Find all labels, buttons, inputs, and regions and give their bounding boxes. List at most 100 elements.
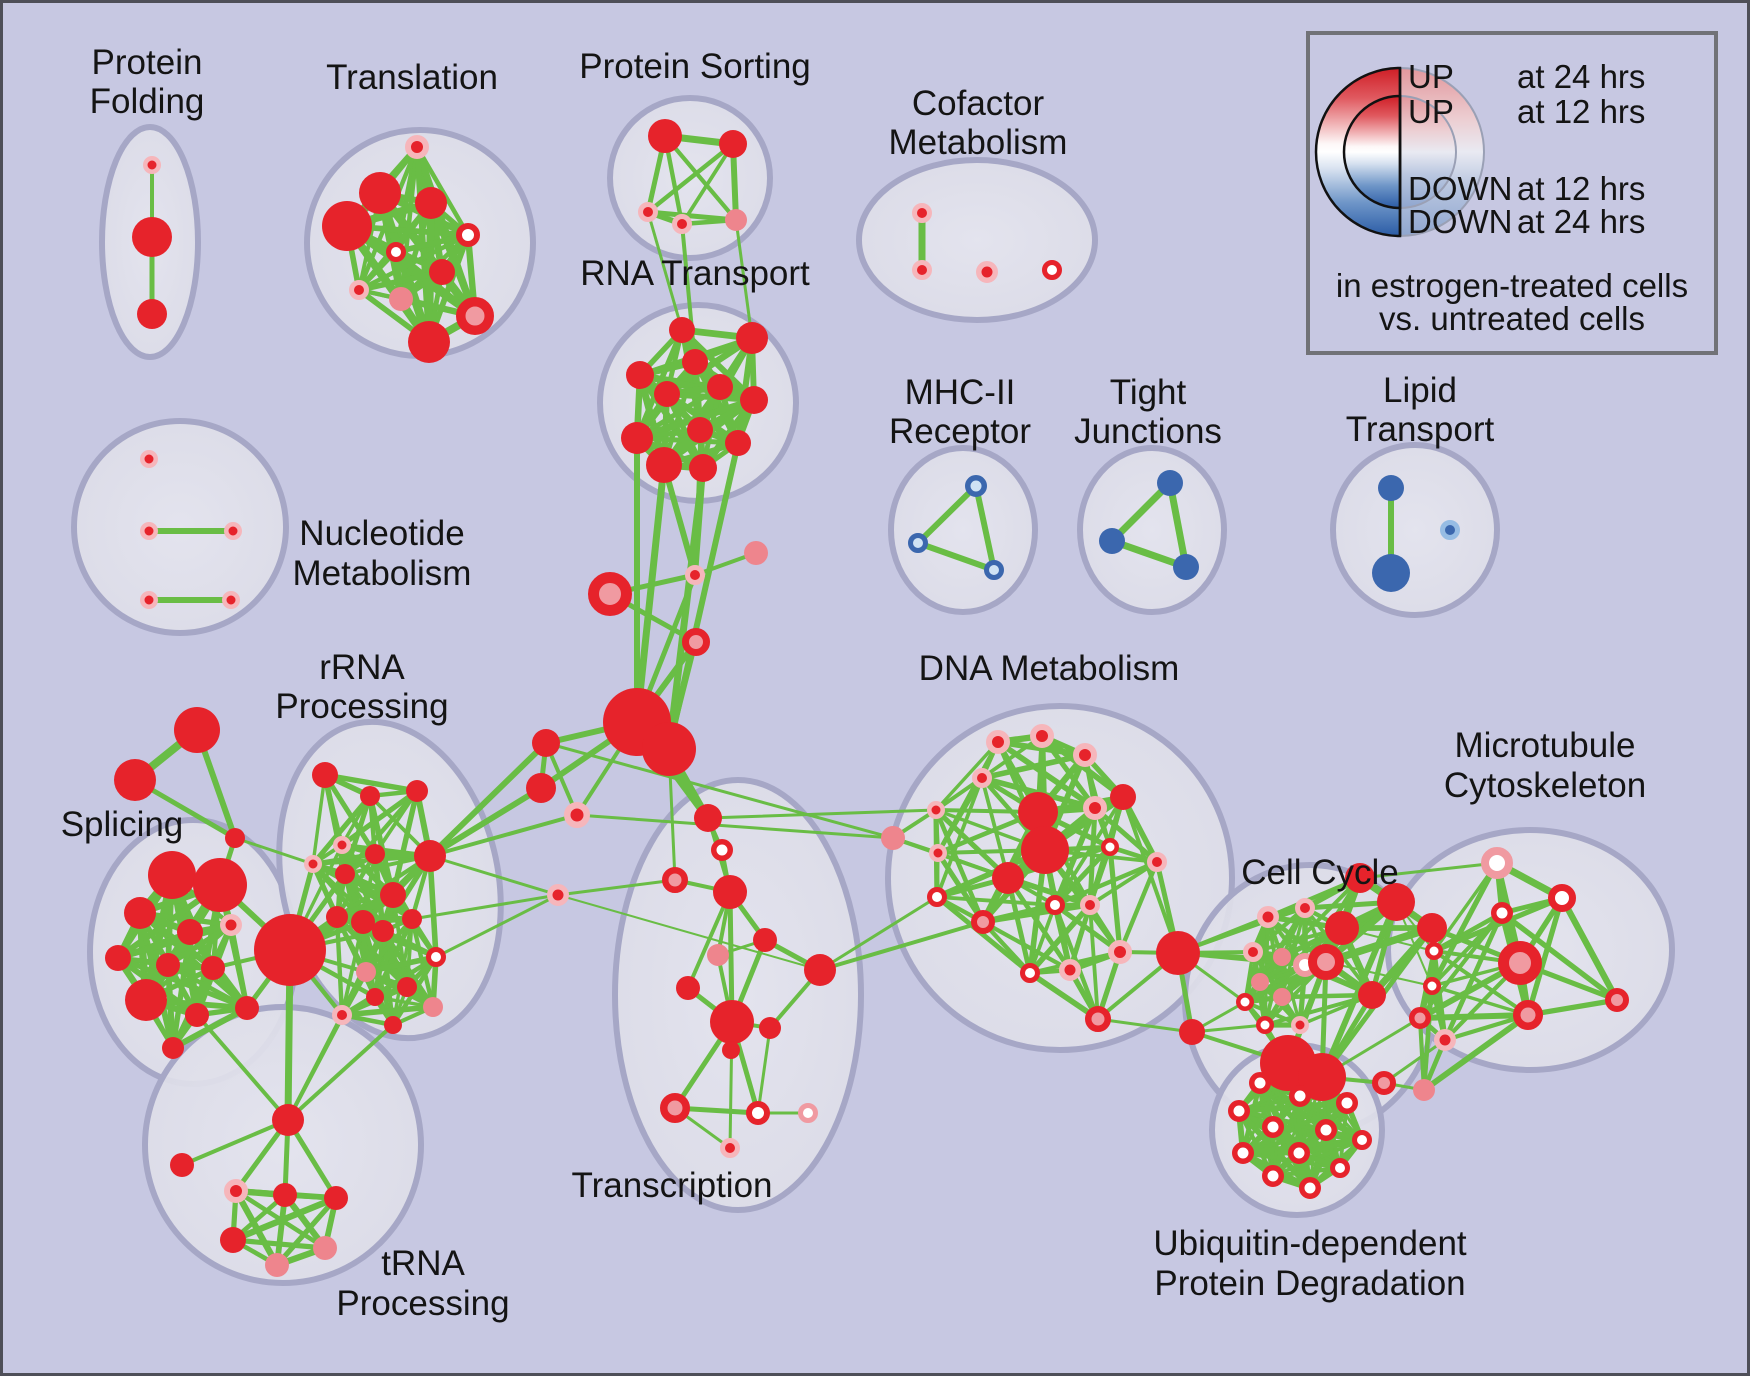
node-cc14[interactable]: [1308, 944, 1344, 980]
node-dm20[interactable]: [1059, 959, 1081, 981]
node-mh2[interactable]: [908, 533, 928, 553]
node-cc20[interactable]: [1298, 1053, 1346, 1101]
node-ub11[interactable]: [1262, 1165, 1284, 1187]
node-mh3[interactable]: [984, 560, 1004, 580]
node-rt8[interactable]: [621, 422, 653, 454]
node-rr15[interactable]: [426, 947, 446, 967]
node-tc3[interactable]: [662, 867, 688, 893]
node-rt6[interactable]: [707, 374, 733, 400]
node-rt9[interactable]: [687, 417, 713, 443]
node-pf3[interactable]: [137, 299, 167, 329]
node-lp2[interactable]: [1372, 554, 1410, 592]
node-ft1[interactable]: [174, 707, 220, 753]
node-tl3[interactable]: [322, 201, 372, 251]
node-tb4[interactable]: [220, 1227, 246, 1253]
node-dm14[interactable]: [1147, 852, 1167, 872]
node-dm8[interactable]: [1018, 792, 1058, 832]
node-dm10[interactable]: [992, 862, 1024, 894]
node-tc13[interactable]: [660, 1093, 690, 1123]
node-pk1[interactable]: [1372, 1071, 1396, 1095]
node-mc3[interactable]: [1491, 902, 1513, 924]
node-mc1[interactable]: [1481, 847, 1513, 879]
node-dm9[interactable]: [1021, 826, 1069, 874]
node-tc8[interactable]: [676, 976, 700, 1000]
node-rr19[interactable]: [332, 1005, 352, 1025]
node-cc3[interactable]: [1257, 906, 1279, 928]
node-dm12[interactable]: [1101, 838, 1119, 856]
node-rt1[interactable]: [669, 317, 695, 343]
node-cc2[interactable]: [1179, 1019, 1205, 1045]
node-cf3[interactable]: [976, 261, 998, 283]
node-hb2[interactable]: [642, 722, 696, 776]
node-rr13[interactable]: [402, 909, 422, 929]
node-mc7[interactable]: [1409, 1007, 1431, 1029]
node-ub6[interactable]: [1315, 1119, 1337, 1141]
node-rr17[interactable]: [397, 977, 417, 997]
node-cc18[interactable]: [1358, 981, 1386, 1009]
node-lp3[interactable]: [1440, 520, 1460, 540]
node-tc16[interactable]: [720, 1138, 740, 1158]
node-tl1[interactable]: [405, 135, 429, 159]
node-sp7[interactable]: [156, 953, 180, 977]
node-nm5[interactable]: [222, 591, 240, 609]
node-mc9[interactable]: [1605, 988, 1629, 1012]
node-cc8[interactable]: [1251, 973, 1269, 991]
node-sp11[interactable]: [235, 996, 259, 1020]
node-ub10[interactable]: [1330, 1158, 1350, 1178]
node-tc12[interactable]: [722, 1041, 740, 1059]
node-sp6[interactable]: [105, 945, 131, 971]
node-dm17[interactable]: [1045, 895, 1065, 915]
node-cc6[interactable]: [1273, 948, 1291, 966]
node-ub1[interactable]: [1249, 1072, 1271, 1094]
node-tl11[interactable]: [408, 321, 450, 363]
node-rt7[interactable]: [740, 386, 768, 414]
node-pf1[interactable]: [143, 156, 161, 174]
node-md4[interactable]: [682, 628, 710, 656]
node-sp9[interactable]: [125, 979, 167, 1021]
node-rr11[interactable]: [351, 910, 375, 934]
node-rt4[interactable]: [626, 361, 654, 389]
node-ub7[interactable]: [1352, 1130, 1372, 1150]
node-dm19[interactable]: [1020, 963, 1040, 983]
node-mc5[interactable]: [1425, 942, 1443, 960]
node-tj2[interactable]: [1099, 528, 1125, 554]
node-rr12[interactable]: [372, 920, 394, 942]
node-tc11[interactable]: [759, 1017, 781, 1039]
node-md1[interactable]: [685, 565, 705, 585]
node-tl8[interactable]: [349, 280, 369, 300]
node-ps1[interactable]: [648, 119, 682, 153]
node-dm21[interactable]: [1108, 940, 1132, 964]
node-dm5[interactable]: [927, 801, 945, 819]
node-ml2[interactable]: [526, 773, 556, 803]
node-tl4[interactable]: [415, 187, 447, 219]
node-ml3[interactable]: [564, 802, 590, 828]
node-pf2[interactable]: [132, 217, 172, 257]
node-dm16[interactable]: [971, 910, 995, 934]
node-dm2[interactable]: [1030, 724, 1054, 748]
node-cf2[interactable]: [912, 260, 932, 280]
node-rt10[interactable]: [725, 430, 751, 456]
node-ub5[interactable]: [1262, 1116, 1284, 1138]
node-tc15[interactable]: [798, 1103, 818, 1123]
node-lp1[interactable]: [1378, 475, 1404, 501]
node-dm11[interactable]: [881, 826, 905, 850]
node-mc2[interactable]: [1548, 884, 1576, 912]
node-ml4[interactable]: [547, 884, 569, 906]
node-ub3[interactable]: [1228, 1100, 1250, 1122]
node-tb3[interactable]: [324, 1186, 348, 1210]
node-rr21[interactable]: [384, 1016, 402, 1034]
node-dm6[interactable]: [1110, 784, 1136, 810]
node-ps4[interactable]: [672, 214, 692, 234]
node-sp12[interactable]: [162, 1037, 184, 1059]
node-cc10[interactable]: [1273, 988, 1291, 1006]
node-cc12[interactable]: [1291, 1016, 1309, 1034]
node-cf4[interactable]: [1042, 260, 1062, 280]
node-dm22[interactable]: [1085, 1006, 1111, 1032]
node-cc11[interactable]: [1256, 1016, 1274, 1034]
node-rt12[interactable]: [689, 454, 717, 482]
node-cc17[interactable]: [1417, 913, 1447, 943]
node-ub8[interactable]: [1232, 1142, 1254, 1164]
node-rr4[interactable]: [333, 836, 351, 854]
node-mc11[interactable]: [1413, 1079, 1435, 1101]
node-cc9[interactable]: [1236, 993, 1254, 1011]
